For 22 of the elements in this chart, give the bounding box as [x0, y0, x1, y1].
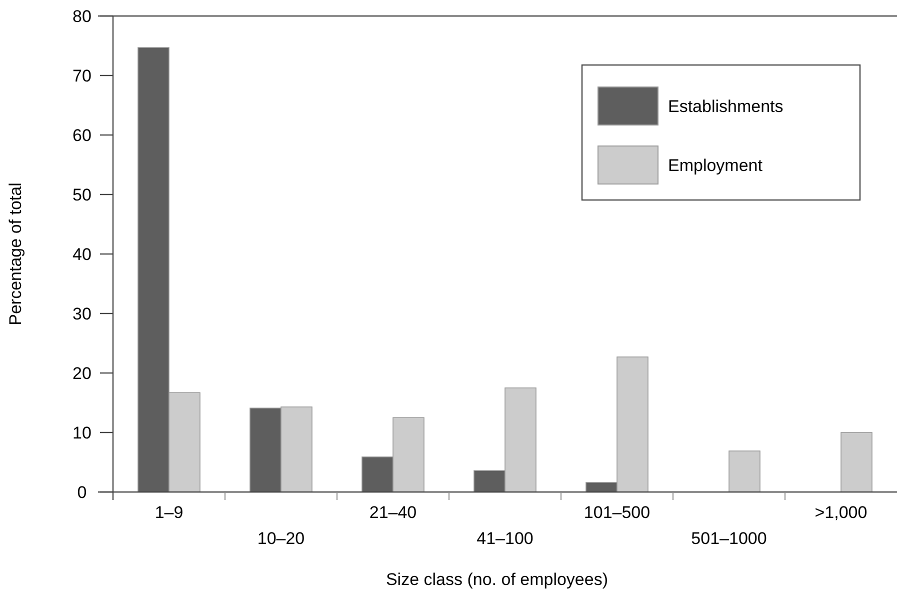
legend-label: Employment: [668, 156, 763, 175]
y-tick-label: 60: [72, 126, 92, 145]
y-tick-label: 10: [72, 423, 92, 442]
y-tick-label: 20: [72, 364, 92, 383]
x-axis-title: Size class (no. of employees): [386, 570, 608, 589]
x-tick-label: 1–9: [154, 503, 184, 522]
bar: [840, 432, 872, 492]
x-tick-label: 21–40: [369, 503, 417, 522]
y-tick-label: 0: [77, 482, 87, 502]
x-tick-label: 41–100: [476, 529, 534, 548]
y-tick-label: 30: [72, 304, 92, 324]
y-tick-label: 70: [72, 66, 92, 86]
x-tick-label: 10–20: [257, 529, 305, 548]
legend-label: Establishments: [668, 96, 784, 116]
y-axis-title: Percentage of total: [6, 182, 25, 326]
x-tick-label: >1,000: [814, 503, 868, 522]
bar: [728, 450, 760, 492]
y-tick-label: 80: [72, 6, 92, 26]
x-tick-label: 501–1000: [691, 529, 767, 548]
y-tick-label: 40: [72, 244, 92, 264]
x-tick-label: 101–500: [584, 503, 650, 522]
y-tick-label: 50: [72, 185, 92, 204]
